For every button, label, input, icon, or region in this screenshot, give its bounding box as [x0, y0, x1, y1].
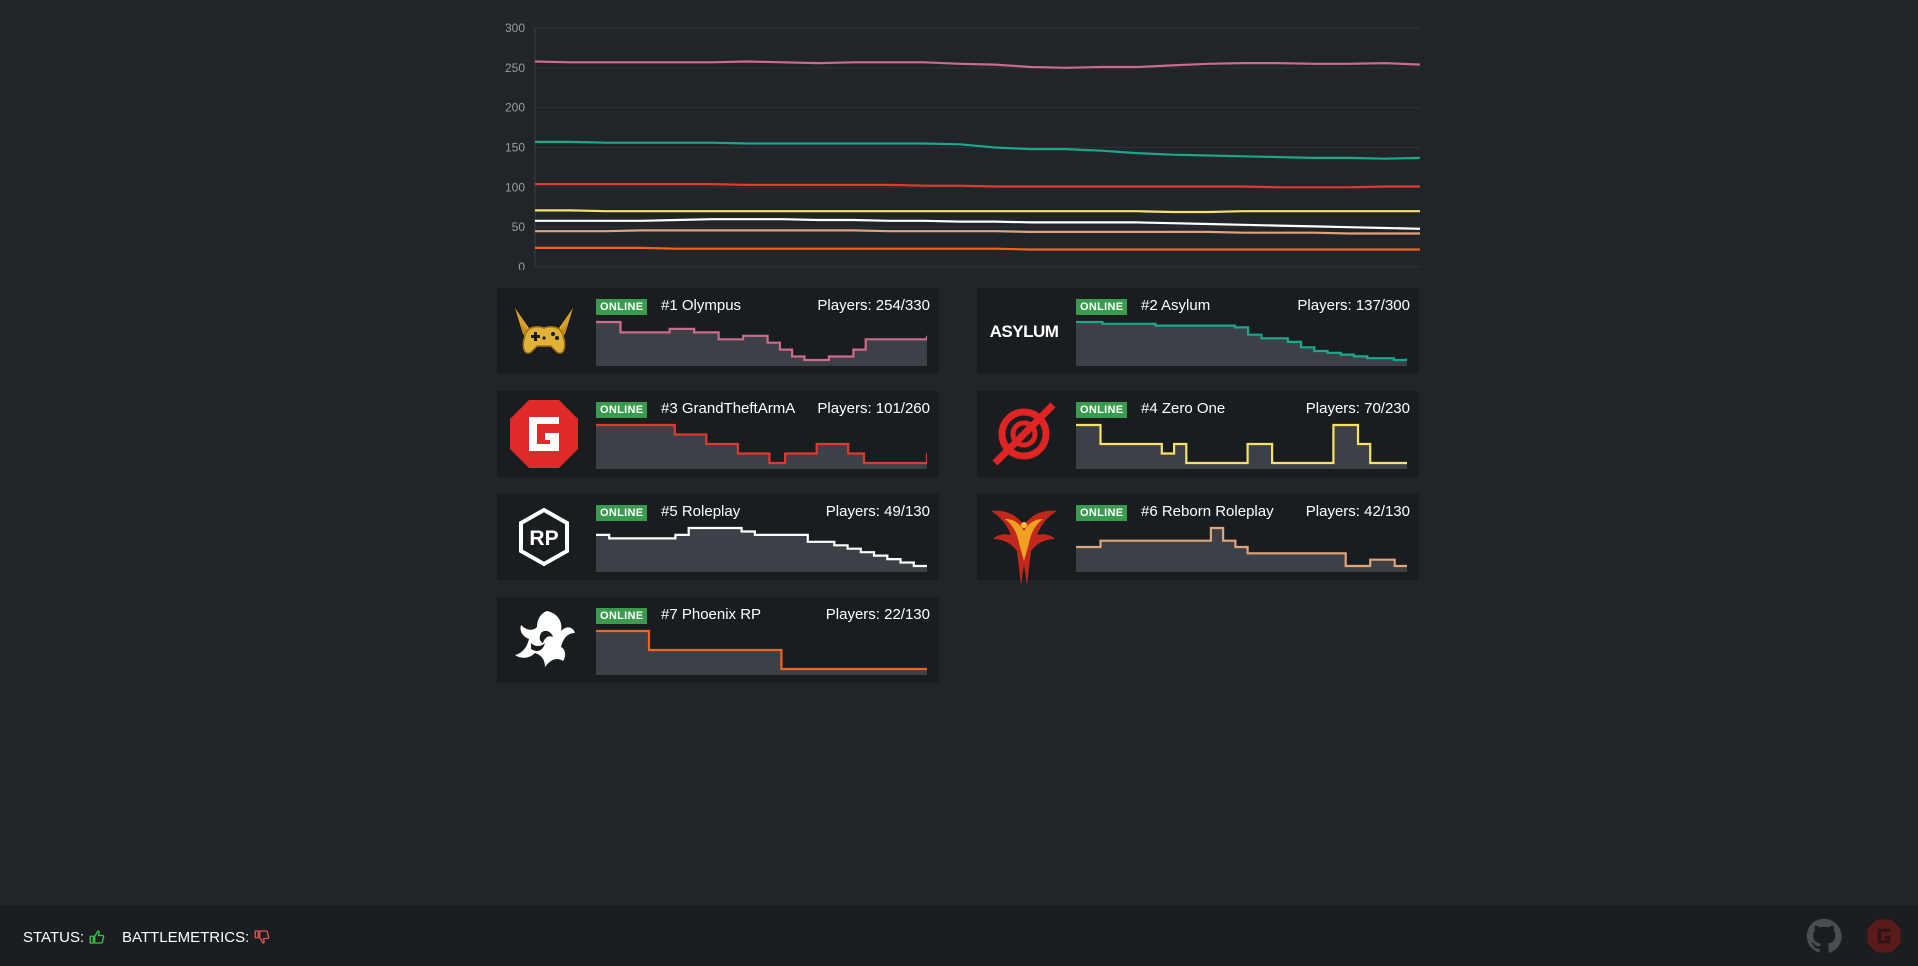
sparkline-line — [596, 320, 927, 362]
sparkline-area — [596, 631, 927, 675]
server-name: #6 Reborn Roleplay — [1141, 503, 1274, 520]
server-card[interactable]: ONLINE #1 Olympus Players: 254/330 — [497, 288, 939, 374]
series-line-7 — [535, 246, 1420, 251]
battlemetrics-label: BATTLEMETRICS: — [122, 928, 250, 946]
player-sparkline — [596, 320, 927, 366]
player-count: Players: 137/300 — [1297, 297, 1410, 314]
y-tick-label: 50 — [512, 220, 526, 234]
y-tick-label: 250 — [505, 61, 525, 75]
server-card[interactable]: ASYLUM ONLINE #2 Asylum Players: 137/300 — [977, 288, 1419, 374]
player-sparkline — [1076, 320, 1407, 366]
player-count: Players: 22/130 — [825, 606, 930, 623]
player-sparkline — [1076, 423, 1407, 469]
server-card[interactable]: ONLINE #3 GrandTheftArmA Players: 101/260 — [497, 391, 939, 477]
player-sparkline — [1076, 526, 1407, 572]
asylum-text-logo: ASYLUM — [987, 294, 1061, 368]
zero-one-slashed-circle-logo — [987, 397, 1061, 471]
server-name: #4 Zero One — [1141, 400, 1226, 417]
server-name: #1 Olympus — [661, 297, 742, 314]
series-line-1 — [534, 60, 1420, 69]
server-name: #3 GrandTheftArmA — [661, 400, 796, 417]
player-count: Players: 101/260 — [817, 400, 930, 417]
player-count: Players: 70/230 — [1305, 400, 1410, 417]
status-badge: ONLINE — [596, 505, 648, 521]
sparkline-line — [1076, 320, 1407, 362]
gta-g-octagon-icon[interactable] — [1866, 918, 1902, 954]
series-line-3 — [535, 183, 1420, 189]
y-tick-label: 0 — [518, 260, 525, 270]
battlemetrics-indicator: BATTLEMETRICS: — [122, 928, 271, 946]
sparkline-area — [596, 528, 927, 572]
status-badge: ONLINE — [596, 608, 648, 624]
footer-bar: STATUS: BATTLEMETRICS: — [0, 905, 1918, 966]
status-badge: ONLINE — [596, 299, 648, 315]
thumbs-down-icon — [254, 930, 270, 944]
series-line-5 — [535, 218, 1420, 230]
server-name: #5 Roleplay — [661, 503, 741, 520]
status-badge: ONLINE — [1076, 505, 1128, 521]
player-count: Players: 254/330 — [817, 297, 930, 314]
sparkline-line — [596, 629, 927, 671]
status-badge: ONLINE — [596, 402, 648, 418]
server-card[interactable]: RP ONLINE #5 Roleplay Players: 49/130 — [497, 494, 939, 580]
y-tick-label: 200 — [505, 101, 525, 115]
y-tick-label: 150 — [505, 141, 525, 155]
svg-text:ASYLUM: ASYLUM — [990, 322, 1059, 341]
player-sparkline — [596, 526, 927, 572]
y-tick-label: 100 — [505, 180, 525, 194]
sparkline-area — [1076, 528, 1407, 572]
gta-g-octagon-logo — [507, 397, 581, 471]
sparkline-line — [1076, 423, 1407, 465]
status-badge: ONLINE — [1076, 402, 1128, 418]
series-line-2 — [535, 140, 1420, 160]
thumbs-up-icon — [89, 930, 105, 944]
github-icon[interactable] — [1806, 918, 1842, 954]
y-tick-label: 300 — [505, 21, 525, 35]
player-count: Players: 49/130 — [825, 503, 930, 520]
server-name: #2 Asylum — [1141, 297, 1211, 314]
player-count: Players: 42/130 — [1305, 503, 1410, 520]
server-card[interactable]: ONLINE #7 Phoenix RP Players: 22/130 — [497, 597, 939, 683]
server-card[interactable]: ONLINE #4 Zero One Players: 70/230 — [977, 391, 1419, 477]
reborn-phoenix-logo — [987, 500, 1061, 585]
player-history-chart: 0 50 100 150 200 250 300 — [505, 21, 1420, 270]
sparkline-area — [596, 322, 927, 366]
status-badge: ONLINE — [1076, 299, 1128, 315]
player-sparkline — [596, 423, 927, 469]
sparkline-area — [1076, 322, 1407, 366]
sparkline-line — [596, 423, 927, 465]
sparkline-line — [596, 526, 927, 568]
phoenix-rp-bird-logo — [507, 603, 581, 677]
series-line-4 — [535, 209, 1420, 214]
player-sparkline — [596, 629, 927, 675]
series-line-6 — [535, 229, 1420, 235]
sparkline-line — [1076, 526, 1407, 568]
status-label: STATUS: — [23, 928, 85, 946]
sparkline-area — [1076, 425, 1407, 469]
status-indicator: STATUS: — [23, 928, 106, 946]
olympus-controller-logo — [507, 294, 581, 368]
server-card[interactable]: ONLINE #6 Reborn Roleplay Players: 42/130 — [977, 494, 1419, 585]
svg-text:RP: RP — [529, 527, 558, 550]
server-name: #7 Phoenix RP — [661, 606, 762, 623]
sparkline-area — [596, 425, 927, 469]
rp-hexagon-logo: RP — [507, 500, 581, 574]
